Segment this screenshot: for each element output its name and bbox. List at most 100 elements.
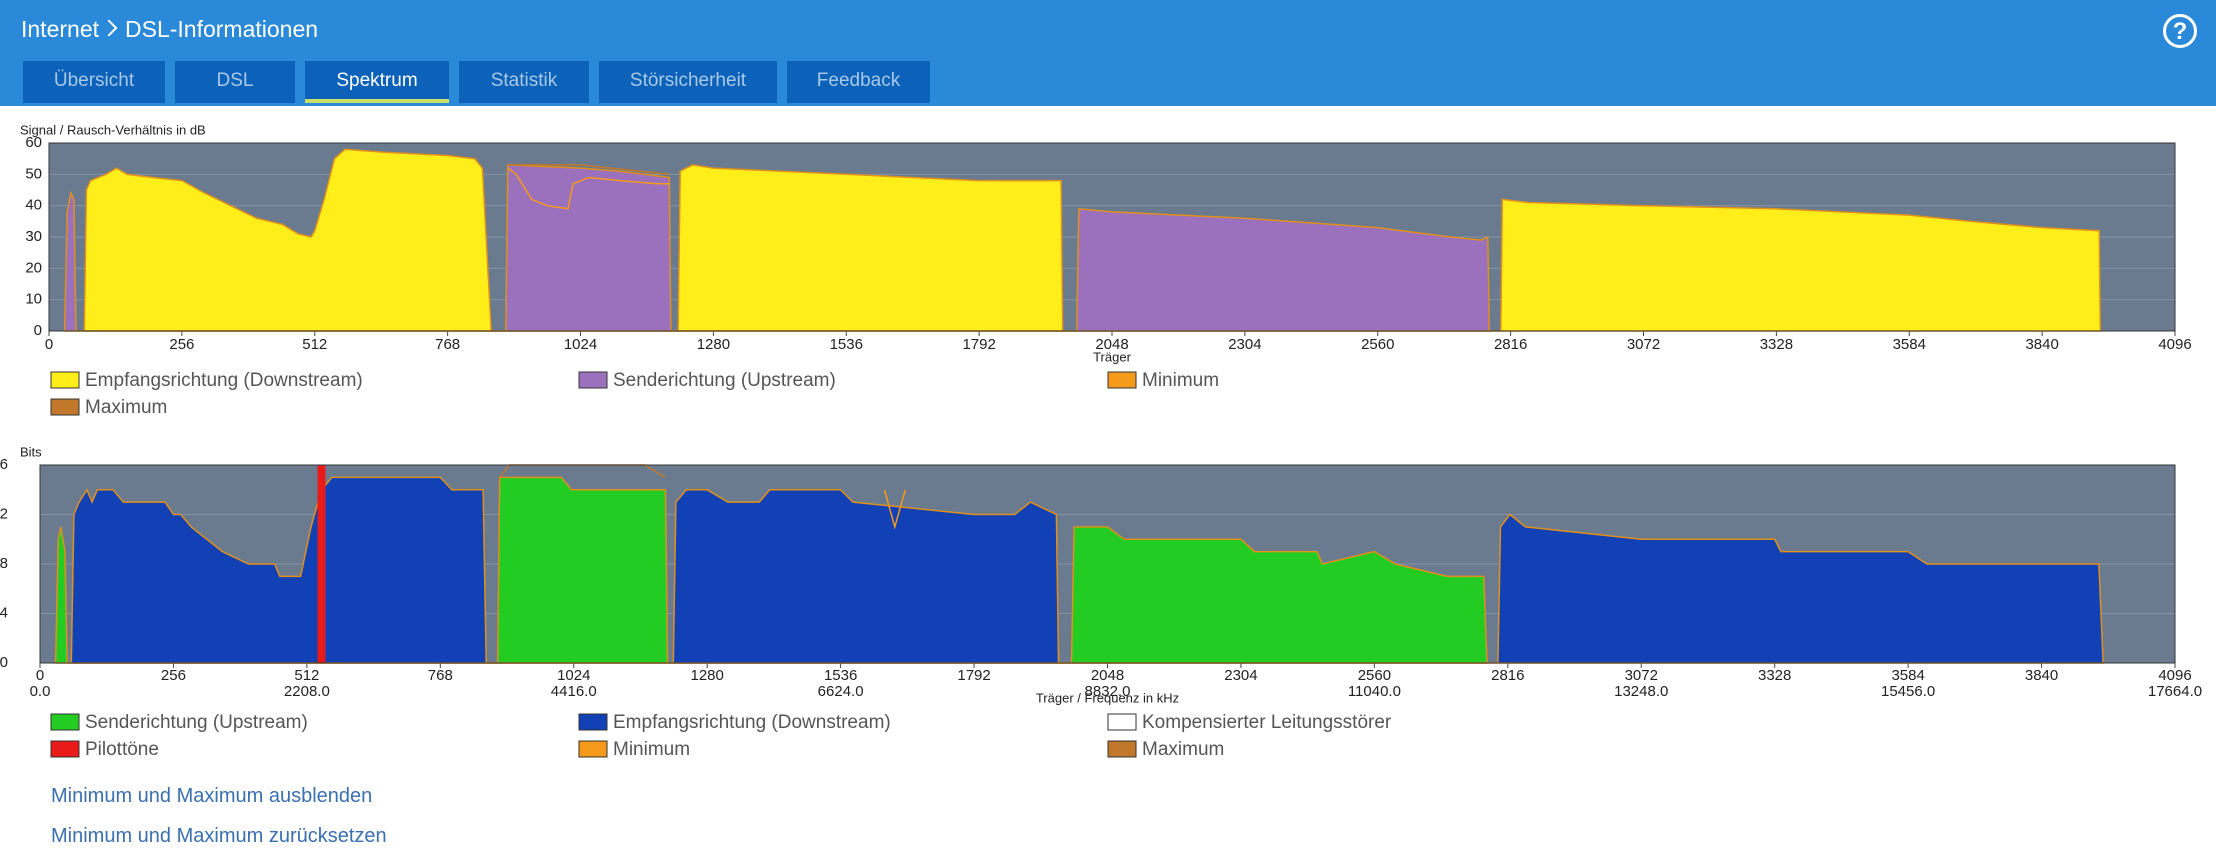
legend-label: Maximum (1142, 739, 1224, 760)
x-tick-label: 256 (169, 336, 194, 353)
y-tick-label: 0 (0, 654, 8, 671)
x2-tick-label: 2208.0 (284, 683, 330, 700)
help-button[interactable]: ? (2163, 14, 2197, 48)
bar (317, 465, 326, 663)
x-tick-label: 1792 (957, 667, 990, 684)
y-tick-label: 12 (0, 505, 8, 522)
x-tick-label: 3840 (2025, 336, 2058, 353)
x-tick-label: 1024 (564, 336, 597, 353)
tab[interactable]: Spektrum (305, 61, 449, 103)
y-axis-label: Bits (20, 444, 42, 459)
x-tick-label: 2816 (1491, 667, 1524, 684)
x2-tick-label: 15456.0 (1881, 683, 1935, 700)
breadcrumb: Internet DSL-Informationen (21, 16, 318, 43)
x-tick-label: 1280 (697, 336, 730, 353)
legend-swatch (50, 740, 80, 758)
y-tick-label: 10 (25, 291, 42, 308)
x-axis-label: Träger / Frequenz in kHz (1036, 690, 1179, 705)
charts: Signal / Rausch-Verhältnis in dB 0 10 20 30 4… (0, 122, 2202, 760)
legend-label: Minimum (1142, 370, 1219, 391)
x-tick-label: 3072 (1627, 336, 1660, 353)
x-tick-label: 4096 (2158, 667, 2191, 684)
x2-tick-label: 6624.0 (818, 683, 864, 700)
x-axis-label: Träger (1093, 349, 1131, 364)
y-axis-label: Signal / Rausch-Verhältnis in dB (20, 122, 206, 137)
x-tick-label: 0 (36, 667, 44, 684)
x-tick-label: 256 (161, 667, 186, 684)
x-tick-label: 3328 (1758, 667, 1791, 684)
legend-label: Kompensierter Leitungsstörer (1142, 712, 1392, 733)
x-tick-label: 2816 (1494, 336, 1527, 353)
legend-label: Maximum (85, 397, 167, 418)
x-tick-label: 3328 (1760, 336, 1793, 353)
y-tick-label: 16 (0, 456, 8, 473)
x-tick-label: 3584 (1891, 667, 1924, 684)
legend-swatch (50, 713, 80, 731)
plot-border (39, 464, 2176, 664)
x2-tick-label: 4416.0 (551, 683, 597, 700)
x-tick-label: 2304 (1228, 336, 1261, 353)
line (507, 164, 670, 176)
legend-swatch (578, 371, 608, 389)
x-tick-label: 2048 (1091, 667, 1124, 684)
x2-tick-label: 8832.0 (1085, 683, 1131, 700)
x-tick-label: 1024 (557, 667, 590, 684)
tab[interactable]: Statistik (459, 61, 589, 103)
x-tick-label: 0 (45, 336, 53, 353)
legend-label: Senderichtung (Upstream) (85, 712, 308, 733)
breadcrumb-section[interactable]: Internet (21, 16, 99, 42)
hide-minmax-link[interactable]: Minimum und Maximum ausblenden (51, 785, 373, 807)
y-tick-label: 8 (0, 555, 8, 572)
x-tick-label: 2560 (1361, 336, 1394, 353)
legend-swatch (578, 713, 608, 731)
x-tick-label: 1280 (691, 667, 724, 684)
x-tick-label: 768 (435, 336, 460, 353)
x-tick-label: 2560 (1358, 667, 1391, 684)
y-tick-label: 20 (25, 259, 42, 276)
x-tick-label: 1536 (824, 667, 857, 684)
plot-border (48, 142, 2176, 332)
x-tick-label: 1792 (962, 336, 995, 353)
x2-tick-label: 17664.0 (2148, 683, 2202, 700)
legend-swatch (578, 740, 608, 758)
x-tick-label: 4096 (2158, 336, 2191, 353)
legend-swatch (50, 398, 80, 416)
legend-label: Empfangsrichtung (Downstream) (613, 712, 891, 733)
x-tick-label: 3840 (2025, 667, 2058, 684)
legend-swatch (50, 371, 80, 389)
x-tick-label: 2304 (1224, 667, 1257, 684)
x2-tick-label: 11040.0 (1348, 683, 1401, 700)
tab[interactable]: Übersicht (23, 61, 165, 103)
reset-minmax-link[interactable]: Minimum und Maximum zurücksetzen (51, 825, 387, 847)
y-tick-label: 40 (25, 197, 42, 214)
tab[interactable]: Störsicherheit (599, 61, 777, 103)
x2-tick-label: 0.0 (30, 683, 51, 700)
legend-label: Senderichtung (Upstream) (613, 370, 836, 391)
tab[interactable]: DSL (175, 61, 295, 103)
legend-swatch (1107, 713, 1137, 731)
x-tick-label: 1536 (830, 336, 863, 353)
legend-label: Minimum (613, 739, 690, 760)
y-tick-label: 60 (25, 134, 42, 151)
x2-tick-label: 13248.0 (1614, 683, 1668, 700)
x-tick-label: 768 (428, 667, 453, 684)
line (507, 167, 670, 210)
tab[interactable]: Feedback (787, 61, 930, 103)
line (883, 489, 907, 530)
x-tick-label: 512 (302, 336, 327, 353)
y-tick-label: 0 (34, 322, 42, 339)
legend-label: Empfangsrichtung (Downstream) (85, 370, 363, 391)
legend-swatch (1107, 740, 1137, 758)
y-tick-label: 30 (25, 228, 42, 245)
breadcrumb-page: DSL-Informationen (125, 16, 319, 42)
area (83, 148, 2102, 332)
y-tick-label: 50 (25, 165, 42, 182)
legend-label: Pilottöne (85, 739, 159, 760)
x-tick-label: 512 (294, 667, 319, 684)
x-tick-label: 2048 (1095, 336, 1128, 353)
x-tick-label: 3584 (1893, 336, 1926, 353)
legend-swatch (1107, 371, 1137, 389)
y-tick-label: 4 (0, 604, 8, 621)
x-tick-label: 3072 (1625, 667, 1658, 684)
